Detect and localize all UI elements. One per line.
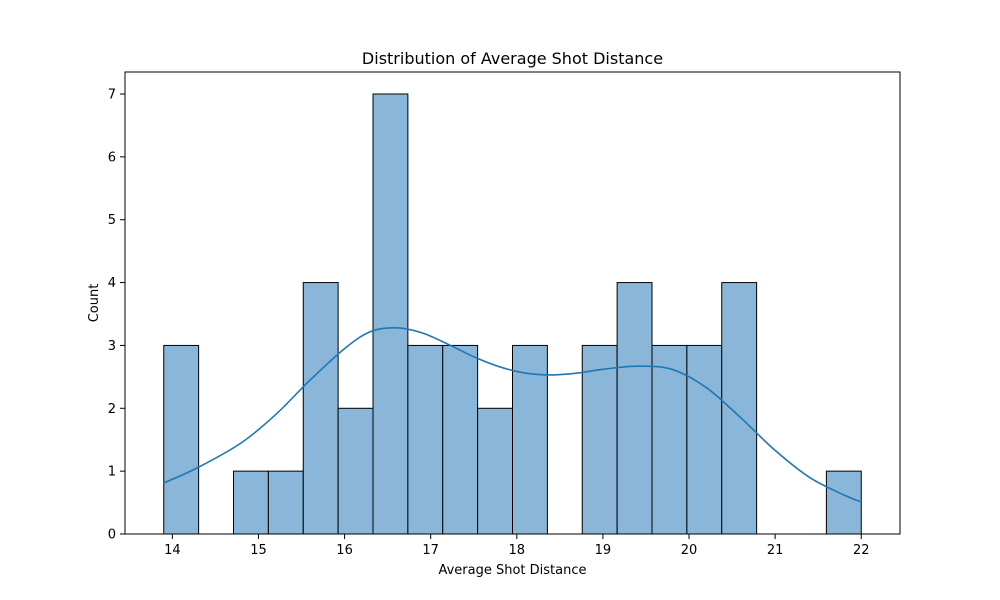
histogram-bar (581, 344, 618, 535)
y-axis-label: Count (87, 284, 102, 323)
x-tick-label: 15 (250, 543, 267, 558)
histogram-bar (512, 344, 548, 535)
x-tick-label: 14 (164, 543, 181, 558)
histogram-bar (233, 470, 269, 535)
kde-line (163, 326, 862, 503)
histogram-bar (302, 282, 339, 535)
y-tick-label: 1 (108, 465, 116, 480)
y-tick-label: 6 (108, 150, 116, 165)
x-axis: 14 15 16 17 18 19 20 21 22 (164, 534, 870, 558)
histogram-bar (337, 407, 374, 535)
x-tick-label: 17 (422, 543, 439, 558)
kde-layer (163, 326, 862, 503)
y-tick-label: 7 (108, 88, 116, 103)
bars-layer (163, 93, 862, 535)
x-axis-label: Average Shot Distance (438, 563, 586, 578)
histogram-bar (442, 344, 479, 535)
y-axis: 0 1 2 3 4 5 6 7 (108, 88, 125, 543)
histogram-bar (651, 344, 688, 535)
histogram-bar (372, 93, 409, 535)
histogram-bar (477, 407, 513, 535)
histogram-bar (825, 470, 862, 535)
histogram-bar (616, 282, 653, 535)
histogram-bar (163, 344, 200, 535)
histogram-bar (407, 344, 444, 535)
histogram-bar (267, 470, 304, 535)
x-tick-label: 22 (853, 543, 870, 558)
x-tick-label: 20 (681, 543, 698, 558)
histogram-bar (721, 282, 758, 535)
y-tick-label: 2 (108, 402, 116, 417)
y-tick-label: 5 (108, 213, 116, 228)
x-tick-label: 19 (595, 543, 612, 558)
y-tick-label: 0 (108, 528, 116, 543)
x-tick-label: 21 (767, 543, 784, 558)
y-tick-label: 4 (108, 276, 116, 291)
x-tick-label: 16 (336, 543, 353, 558)
chart-title: Distribution of Average Shot Distance (362, 49, 663, 68)
plot-area-frame (124, 71, 901, 535)
x-tick-label: 18 (509, 543, 526, 558)
y-tick-label: 3 (108, 339, 116, 354)
histogram-bar (686, 344, 723, 535)
